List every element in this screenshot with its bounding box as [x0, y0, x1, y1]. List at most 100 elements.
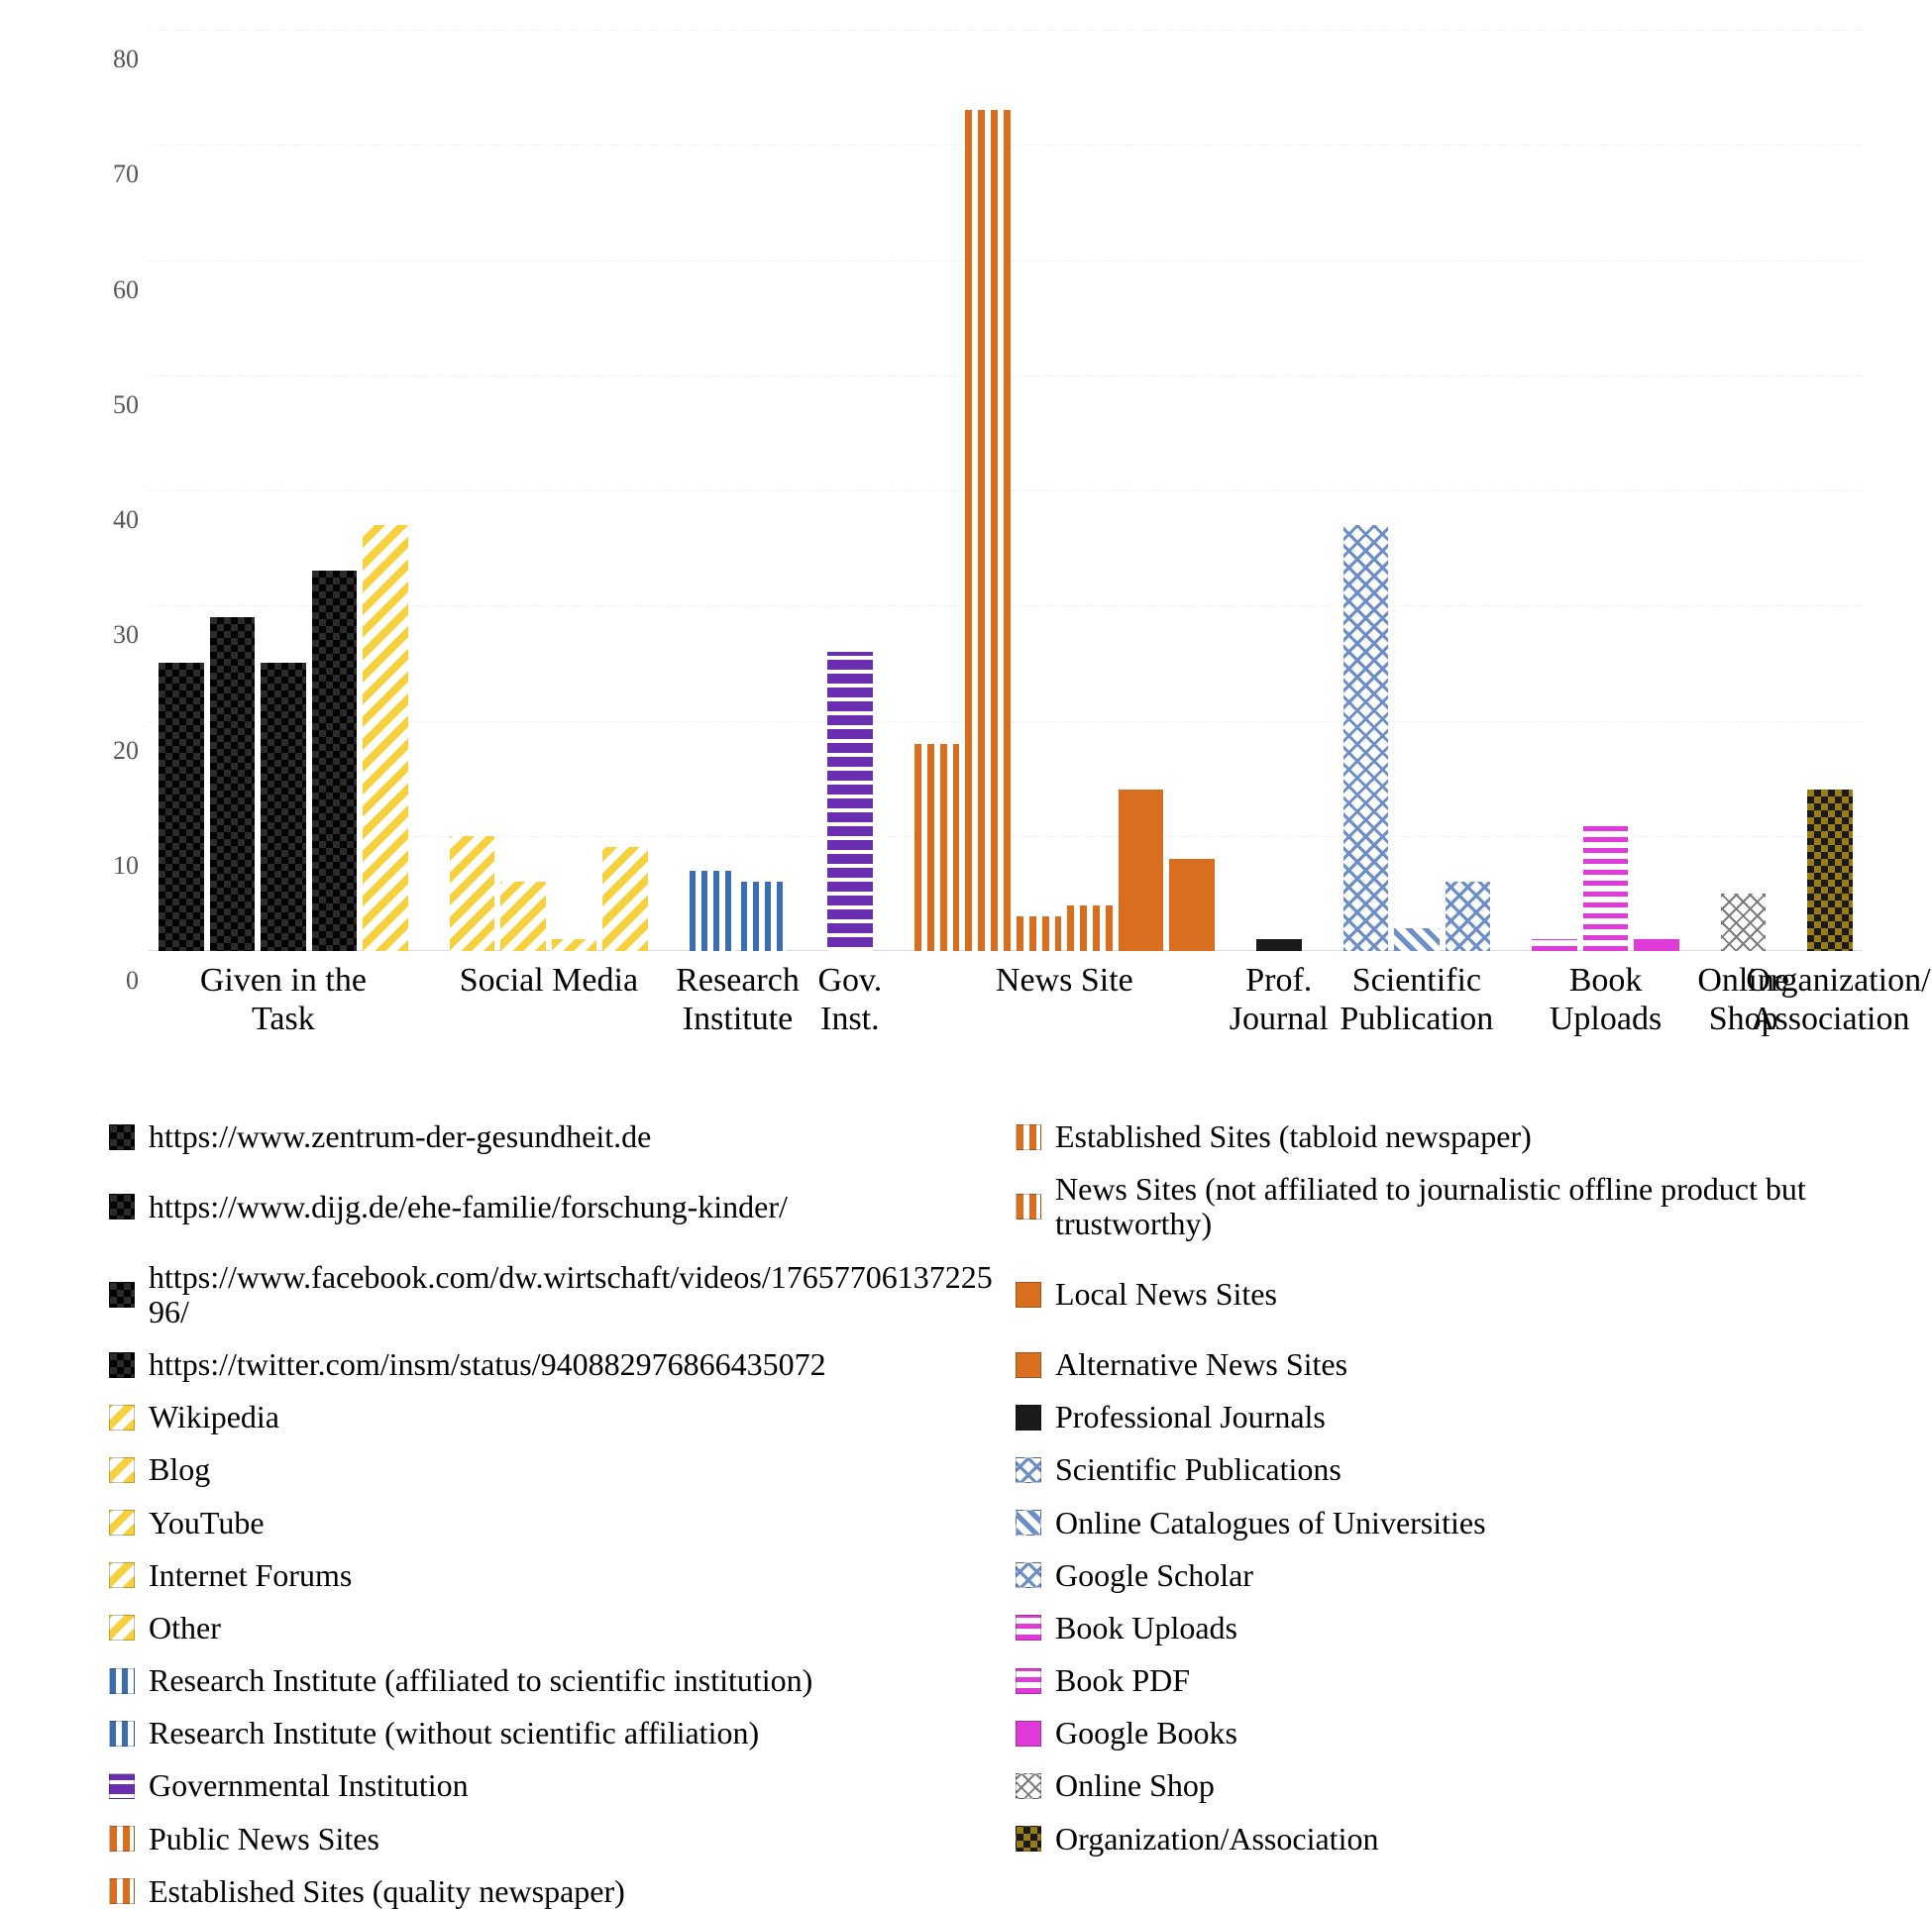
- legend-label: YouTube: [149, 1506, 265, 1540]
- page: 01020304050607080 Given in the TaskSocia…: [0, 0, 1932, 1807]
- bar-fill: [1394, 928, 1440, 951]
- legend-swatch: [109, 1878, 135, 1904]
- bar: [312, 571, 358, 951]
- bar-fill: [1721, 894, 1767, 951]
- legend-label: Research Institute (affiliated to scient…: [149, 1663, 812, 1698]
- bar: [1583, 824, 1629, 951]
- bar-fill: [1807, 790, 1853, 951]
- x-axis-label: Gov. Inst.: [766, 961, 934, 1038]
- legend-item: Established Sites (tabloid newspaper): [1016, 1119, 1902, 1154]
- bar-fill: [914, 744, 960, 951]
- bar: [159, 663, 204, 951]
- bar-fill: [602, 847, 648, 951]
- legend-label: Established Sites (quality newspaper): [149, 1874, 625, 1909]
- bar-fill: [690, 871, 735, 951]
- legend-swatch: [109, 1562, 135, 1588]
- legend-item: Alternative News Sites: [1016, 1347, 1902, 1382]
- legend-swatch: [1016, 1773, 1041, 1799]
- legend-item: Established Sites (quality newspaper): [109, 1874, 996, 1909]
- bar: [1067, 905, 1113, 952]
- legend-swatch: [109, 1668, 135, 1694]
- bar: [1634, 939, 1679, 951]
- bar-fill: [1067, 905, 1113, 952]
- bar-fill: [741, 882, 787, 951]
- legend-label: Google Books: [1055, 1716, 1237, 1750]
- legend-label: Online Catalogues of Universities: [1055, 1506, 1486, 1540]
- bar: [1256, 939, 1302, 951]
- bar: [1446, 882, 1491, 951]
- x-axis-label: Given in the Task: [159, 961, 408, 1038]
- legend-item: Governmental Institution: [109, 1768, 996, 1803]
- bar-fill: [965, 110, 1011, 951]
- legend-swatch: [1016, 1721, 1041, 1747]
- y-tick-label: 0: [40, 966, 139, 996]
- bar-fill: [1446, 882, 1491, 951]
- legend-swatch: [1016, 1562, 1041, 1588]
- bar-fill: [450, 836, 495, 951]
- bar: [363, 525, 408, 951]
- legend-label: Wikipedia: [149, 1400, 279, 1434]
- bar-fill: [500, 882, 546, 951]
- legend-label: Local News Sites: [1055, 1277, 1277, 1312]
- legend-item: Google Books: [1016, 1716, 1902, 1750]
- legend-swatch: [109, 1405, 135, 1431]
- legend-swatch: [109, 1510, 135, 1536]
- legend-swatch: [109, 1457, 135, 1483]
- bar: [1721, 894, 1767, 951]
- legend-label: Other: [149, 1611, 221, 1645]
- legend-swatch: [1016, 1826, 1041, 1852]
- legend-swatch: [109, 1826, 135, 1852]
- legend-label: Alternative News Sites: [1055, 1347, 1347, 1382]
- legend-swatch: [109, 1352, 135, 1378]
- legend-swatch: [109, 1282, 135, 1308]
- bar-fill: [1634, 939, 1679, 951]
- bar-fill: [159, 663, 204, 951]
- bar-fill: [312, 571, 358, 951]
- legend-item: Other: [109, 1611, 996, 1645]
- bar: [500, 882, 546, 951]
- legend-label: Internet Forums: [149, 1558, 352, 1593]
- bar: [914, 744, 960, 951]
- bar: [210, 617, 256, 951]
- legend-swatch: [109, 1773, 135, 1799]
- legend-label: https://www.zentrum-der-gesundheit.de: [149, 1119, 651, 1154]
- legend-swatch: [109, 1615, 135, 1641]
- legend-label: News Sites (not affiliated to journalist…: [1055, 1172, 1902, 1241]
- legend-swatch: [1016, 1124, 1041, 1150]
- bar-fill: [1256, 939, 1302, 951]
- bar: [690, 871, 735, 951]
- bar: [1017, 916, 1062, 951]
- legend-label: Blog: [149, 1452, 210, 1487]
- legend-swatch: [1016, 1405, 1041, 1431]
- legend-label: Book PDF: [1055, 1663, 1190, 1698]
- bar: [450, 836, 495, 951]
- legend-item: Online Catalogues of Universities: [1016, 1506, 1902, 1540]
- legend-item: Local News Sites: [1016, 1260, 1902, 1329]
- x-axis-labels: Given in the TaskSocial MediaResearch In…: [149, 961, 1863, 1080]
- legend-item: https://twitter.com/insm/status/94088297…: [109, 1347, 996, 1382]
- plot-area: [149, 30, 1863, 951]
- legend-item: Google Scholar: [1016, 1558, 1902, 1593]
- legend: https://www.zentrum-der-gesundheit.de htt…: [109, 1119, 1902, 1909]
- legend-item: Wikipedia: [109, 1400, 996, 1434]
- bar-fill: [1583, 824, 1629, 951]
- y-tick-label: 80: [40, 45, 139, 74]
- chart-area: 01020304050607080 Given in the TaskSocia…: [40, 20, 1892, 1080]
- legend-swatch: [1016, 1282, 1041, 1308]
- legend-label: Public News Sites: [149, 1822, 379, 1856]
- bar: [965, 110, 1011, 951]
- legend-item: YouTube: [109, 1506, 996, 1540]
- legend-item: Research Institute (affiliated to scient…: [109, 1663, 996, 1698]
- legend-label: Organization/Association: [1055, 1822, 1378, 1856]
- legend-item: Book Uploads: [1016, 1611, 1902, 1645]
- x-axis-label: Social Media: [450, 961, 648, 1000]
- legend-item: Research Institute (without scientific a…: [109, 1716, 996, 1750]
- legend-swatch: [109, 1124, 135, 1150]
- bar: [602, 847, 648, 951]
- legend-item: Public News Sites: [109, 1822, 996, 1856]
- legend-item: News Sites (not affiliated to journalist…: [1016, 1172, 1902, 1241]
- legend-swatch: [1016, 1668, 1041, 1694]
- legend-item: Scientific Publications: [1016, 1452, 1902, 1487]
- legend-label: Governmental Institution: [149, 1768, 469, 1803]
- bar-fill: [1169, 859, 1215, 951]
